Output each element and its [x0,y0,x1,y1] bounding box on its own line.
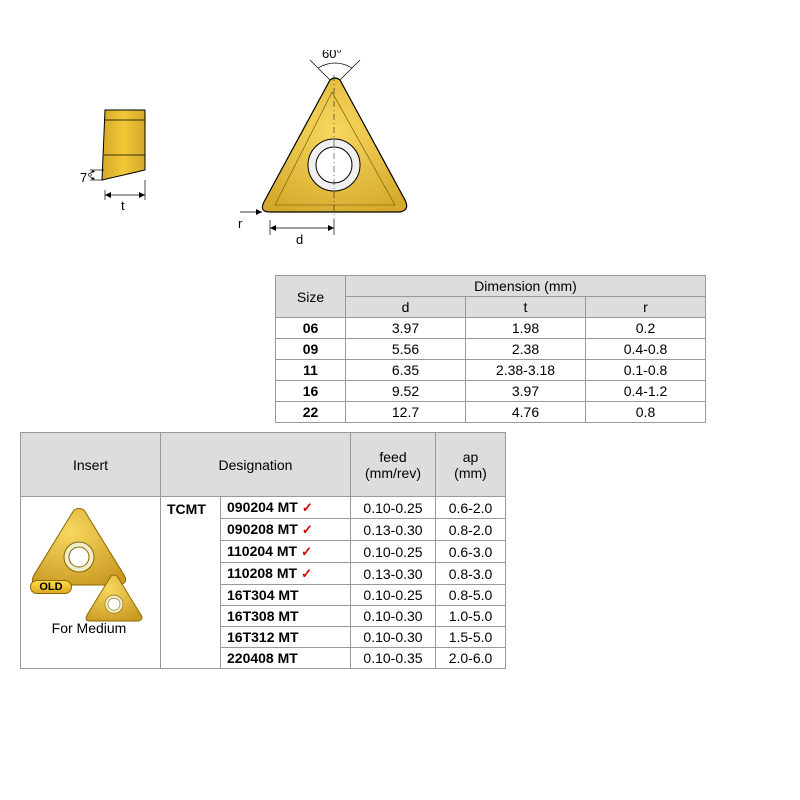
ap-cell: 1.0-5.0 [436,606,506,627]
feed-cell: 0.10-0.30 [351,606,436,627]
r-cell: 0.8 [586,402,706,423]
d-cell: 3.97 [346,318,466,339]
code-cell: 090208 MT✓ [221,519,351,541]
size-cell: 06 [276,318,346,339]
designation-header: Designation [161,433,351,497]
r-cell: 0.4-0.8 [586,339,706,360]
ap-header: ap (mm) [436,433,506,497]
code-cell: 16T312 MT [221,627,351,648]
d-cell: 9.52 [346,381,466,402]
t-header: t [466,297,586,318]
feed-header: feed (mm/rev) [351,433,436,497]
designation-table: Insert Designation feed (mm/rev) ap (mm)… [20,432,506,669]
size-cell: 11 [276,360,346,381]
code-cell: 220408 MT [221,648,351,669]
check-icon: ✓ [302,500,313,515]
type-label: TCMT [161,497,221,669]
table-row: 2212.74.760.8 [276,402,706,423]
feed-cell: 0.13-0.30 [351,519,436,541]
for-medium-label: For Medium [52,620,127,635]
r-cell: 0.2 [586,318,706,339]
t-cell: 4.76 [466,402,586,423]
size-header: Size [276,276,346,318]
size-dimension-table: Size Dimension (mm) d t r 063.971.980.20… [275,275,706,423]
ap-cell: 0.8-2.0 [436,519,506,541]
d-cell: 6.35 [346,360,466,381]
r-cell: 0.1-0.8 [586,360,706,381]
table-row: 095.562.380.4-0.8 [276,339,706,360]
feed-cell: 0.10-0.25 [351,541,436,563]
t-cell: 1.98 [466,318,586,339]
feed-cell: 0.13-0.30 [351,563,436,585]
size-cell: 22 [276,402,346,423]
size-cell: 16 [276,381,346,402]
angle-60-label: 60° [322,50,342,61]
table-row: 063.971.980.2 [276,318,706,339]
table-row: OLDFor MediumTCMT090204 MT✓0.10-0.250.6-… [21,497,506,519]
table-row: 169.523.970.4-1.2 [276,381,706,402]
insert-cell: OLD For Medium [21,497,161,669]
insert-illustration: OLD For Medium [29,505,149,635]
ap-cell: 1.5-5.0 [436,627,506,648]
r-label: r [238,216,243,231]
technical-diagram: 7° t [70,50,470,270]
ap-cell: 0.6-2.0 [436,497,506,519]
code-cell: 110204 MT✓ [221,541,351,563]
r-cell: 0.4-1.2 [586,381,706,402]
angle-7-label: 7° [80,170,92,185]
r-header: r [586,297,706,318]
feed-cell: 0.10-0.30 [351,627,436,648]
code-cell: 16T304 MT [221,585,351,606]
check-icon: ✓ [301,566,312,581]
feed-cell: 0.10-0.25 [351,585,436,606]
ap-cell: 0.6-3.0 [436,541,506,563]
code-cell: 16T308 MT [221,606,351,627]
check-icon: ✓ [301,544,312,559]
d-cell: 5.56 [346,339,466,360]
t-label: t [121,198,125,213]
insert-header: Insert [21,433,161,497]
dimension-header: Dimension (mm) [346,276,706,297]
size-cell: 09 [276,339,346,360]
d-label: d [296,232,303,247]
ap-cell: 0.8-3.0 [436,563,506,585]
feed-cell: 0.10-0.25 [351,497,436,519]
ap-cell: 2.0-6.0 [436,648,506,669]
feed-cell: 0.10-0.35 [351,648,436,669]
d-cell: 12.7 [346,402,466,423]
code-cell: 090204 MT✓ [221,497,351,519]
table-row: 116.352.38-3.180.1-0.8 [276,360,706,381]
t-cell: 2.38 [466,339,586,360]
ap-cell: 0.8-5.0 [436,585,506,606]
t-cell: 3.97 [466,381,586,402]
old-badge: OLD [30,580,71,594]
d-header: d [346,297,466,318]
t-cell: 2.38-3.18 [466,360,586,381]
code-cell: 110208 MT✓ [221,563,351,585]
check-icon: ✓ [302,522,313,537]
